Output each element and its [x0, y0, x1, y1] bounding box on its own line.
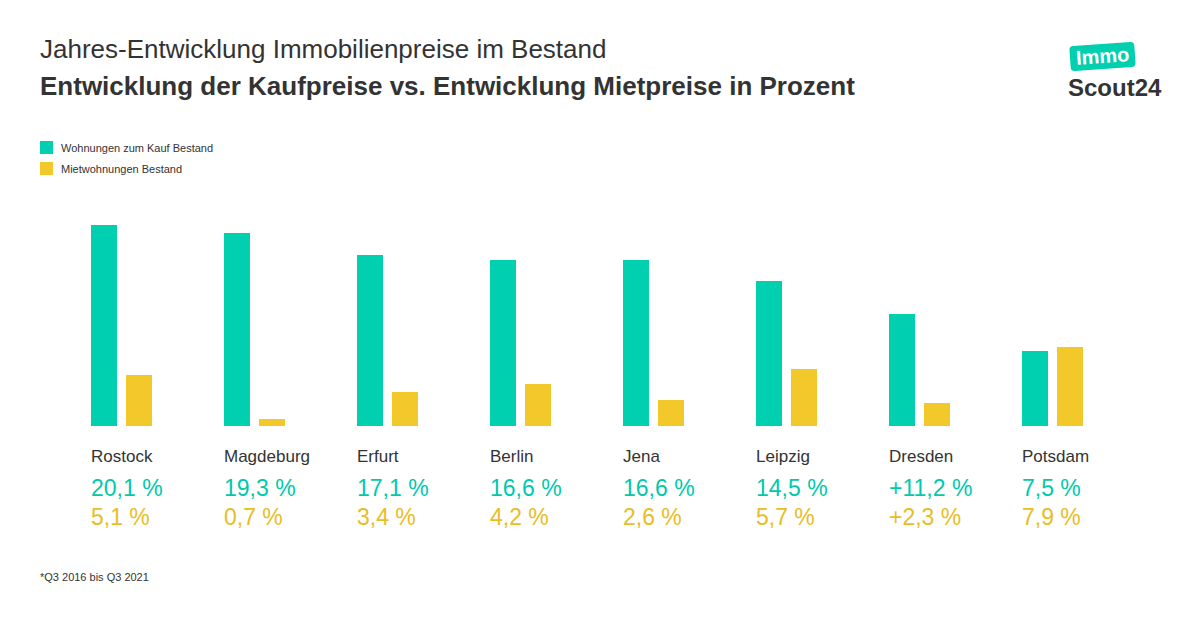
svg-text:7,9 %: 7,9 %: [1022, 504, 1081, 530]
svg-text:Erfurt: Erfurt: [357, 447, 399, 466]
svg-text:7,5 %: 7,5 %: [1022, 475, 1081, 501]
svg-text:+2,3 %: +2,3 %: [889, 504, 961, 530]
svg-text:3,4 %: 3,4 %: [357, 504, 416, 530]
html-text:Immo: Immo: [1075, 43, 1130, 69]
svg-text:Rostock: Rostock: [91, 447, 153, 466]
svg-text:5,1 %: 5,1 %: [91, 504, 150, 530]
svg-text:2,6 %: 2,6 %: [623, 504, 682, 530]
svg-text:5,7 %: 5,7 %: [756, 504, 815, 530]
svg-text:16,6 %: 16,6 %: [490, 475, 562, 501]
svg-text:Leipzig: Leipzig: [756, 447, 810, 466]
svg-text:Potsdam: Potsdam: [1022, 447, 1089, 466]
svg-text:17,1 %: 17,1 %: [357, 475, 429, 501]
svg-text:14,5 %: 14,5 %: [756, 475, 828, 501]
html-text:Scout24: Scout24: [1068, 74, 1162, 101]
svg-text:4,2 %: 4,2 %: [490, 504, 549, 530]
html-text:Entwicklung der Kaufpreise vs.: Entwicklung der Kaufpreise vs. Entwicklu…: [40, 71, 855, 101]
svg-text:Magdeburg: Magdeburg: [224, 447, 310, 466]
svg-text:Jena: Jena: [623, 447, 660, 466]
svg-text:0,7 %: 0,7 %: [224, 504, 283, 530]
svg-text:+11,2 %: +11,2 %: [889, 475, 972, 501]
html-text:Mietwohnungen Bestand: Mietwohnungen Bestand: [61, 162, 183, 175]
svg-text:20,1 %: 20,1 %: [91, 475, 163, 501]
html-text:Jahres-Entwicklung Immobilienp: Jahres-Entwicklung Immobilienpreise im B…: [40, 34, 607, 64]
svg-text:19,3 %: 19,3 %: [224, 475, 296, 501]
svg-text:16,6 %: 16,6 %: [623, 475, 695, 501]
html-text:Wohnungen zum Kauf Bestand: Wohnungen zum Kauf Bestand: [61, 141, 214, 154]
html-text:*Q3 2016 bis Q3 2021: *Q3 2016 bis Q3 2021: [40, 571, 149, 583]
svg-text:Dresden: Dresden: [889, 447, 953, 466]
svg-text:Berlin: Berlin: [490, 447, 533, 466]
